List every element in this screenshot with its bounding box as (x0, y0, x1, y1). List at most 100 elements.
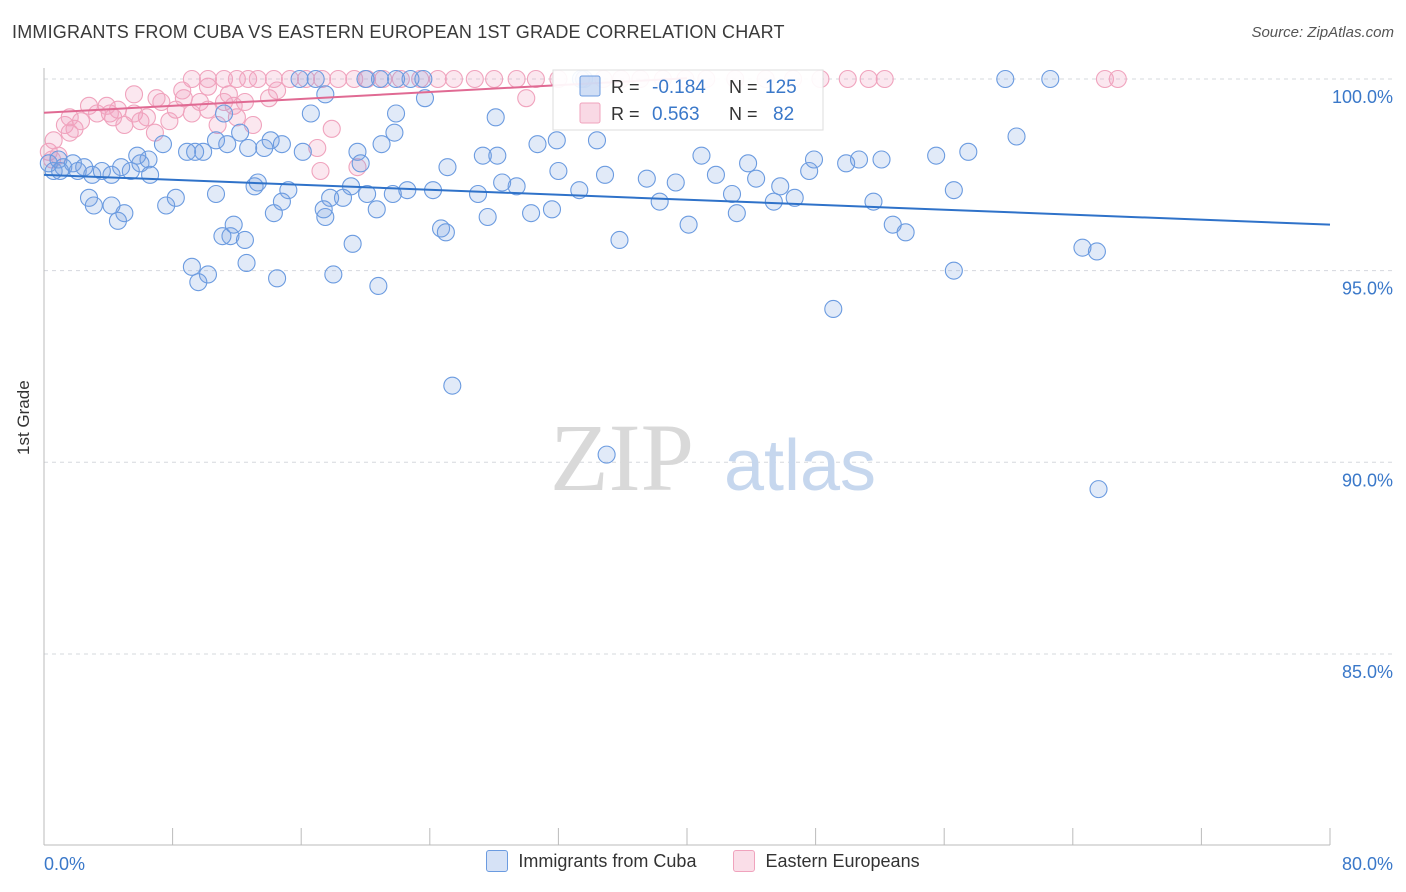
data-point-eastern-europeans (296, 69, 316, 89)
y-tick-label: 100.0% (1332, 87, 1393, 107)
legend-n-label-1: N = (729, 77, 758, 97)
data-point-eastern-europeans (838, 69, 857, 89)
data-point-eastern-europeans (1108, 69, 1127, 89)
data-point-immigrants-from-cuba (83, 165, 102, 184)
data-point-eastern-europeans (322, 119, 341, 138)
data-point-immigrants-from-cuba (800, 161, 819, 181)
data-point-immigrants-from-cuba (401, 69, 420, 89)
data-point-immigrants-from-cuba (385, 123, 404, 142)
data-point-eastern-europeans (264, 69, 283, 89)
legend-r-label-1: R = (611, 77, 640, 97)
data-point-immigrants-from-cuba (650, 192, 669, 211)
data-point-eastern-europeans (507, 69, 526, 89)
legend-swatch-eastern (733, 850, 756, 872)
data-point-immigrants-from-cuba (587, 131, 607, 150)
data-point-immigrants-from-cuba (108, 211, 127, 230)
data-point-immigrants-from-cuba (706, 165, 725, 184)
data-point-immigrants-from-cuba (218, 135, 237, 154)
grid-layer (44, 78, 1395, 655)
data-point-immigrants-from-cuba (182, 257, 201, 276)
data-point-immigrants-from-cuba (279, 181, 298, 200)
data-point-immigrants-from-cuba (121, 161, 140, 181)
data-point-immigrants-from-cuba (321, 188, 340, 207)
data-point-immigrants-from-cuba (849, 150, 869, 169)
data-point-immigrants-from-cuba (944, 261, 963, 280)
data-point-immigrants-from-cuba (493, 173, 512, 192)
y-axis-label: 1st Grade (14, 380, 33, 455)
data-point-immigrants-from-cuba (507, 177, 526, 196)
data-point-eastern-europeans (147, 89, 166, 108)
data-point-eastern-europeans (60, 108, 79, 127)
data-point-immigrants-from-cuba (141, 165, 160, 184)
data-point-immigrants-from-cuba (157, 196, 176, 215)
data-point-eastern-europeans (71, 112, 91, 131)
data-point-eastern-europeans (182, 69, 201, 89)
data-point-immigrants-from-cuba (153, 135, 173, 154)
data-point-immigrants-from-cuba (301, 104, 320, 123)
data-point-immigrants-from-cuba (804, 150, 824, 169)
data-point-immigrants-from-cuba (679, 215, 698, 234)
data-point-immigrants-from-cuba (372, 135, 391, 154)
data-point-immigrants-from-cuba (206, 184, 226, 204)
data-point-immigrants-from-cuba (1087, 242, 1106, 261)
data-point-eastern-europeans (329, 69, 348, 89)
data-point-immigrants-from-cuba (383, 184, 402, 204)
y-tick-label: 85.0% (1342, 662, 1393, 682)
data-point-immigrants-from-cuba (128, 146, 147, 165)
data-point-eastern-europeans (104, 108, 123, 127)
data-point-immigrants-from-cuba (84, 196, 103, 215)
data-point-immigrants-from-cuba (324, 265, 343, 284)
data-point-immigrants-from-cuba (522, 204, 541, 223)
data-point-immigrants-from-cuba (370, 69, 390, 89)
tick-labels: 100.0% 95.0% 90.0% 85.0% 0.0% 80.0% (44, 87, 1393, 874)
data-point-immigrants-from-cuba (351, 154, 370, 173)
data-point-immigrants-from-cuba (443, 376, 462, 395)
data-point-immigrants-from-cuba (272, 192, 291, 211)
data-point-eastern-europeans (517, 89, 536, 108)
data-point-eastern-europeans (219, 85, 238, 104)
data-point-immigrants-from-cuba (333, 188, 353, 207)
data-point-eastern-europeans (198, 77, 218, 96)
data-point-eastern-europeans (214, 69, 234, 89)
data-point-immigrants-from-cuba (436, 223, 455, 242)
data-point-immigrants-from-cuba (255, 138, 274, 158)
watermark-atlas: atlas (724, 426, 876, 506)
data-point-immigrants-from-cuba (386, 69, 406, 89)
data-point-immigrants-from-cuba (996, 69, 1015, 89)
data-point-immigrants-from-cuba (595, 165, 615, 184)
data-point-immigrants-from-cuba (666, 173, 685, 192)
data-point-immigrants-from-cuba (547, 131, 566, 150)
data-point-immigrants-from-cuba (358, 184, 377, 204)
data-point-immigrants-from-cuba (959, 142, 978, 161)
legend-swatch-pink (579, 102, 601, 124)
y-tick-label: 90.0% (1342, 470, 1393, 490)
data-point-immigrants-from-cuba (231, 123, 250, 142)
data-point-immigrants-from-cuba (213, 227, 232, 246)
data-point-immigrants-from-cuba (272, 135, 291, 154)
data-point-immigrants-from-cuba (348, 142, 367, 161)
data-point-immigrants-from-cuba (727, 204, 746, 223)
data-point-immigrants-from-cuba (261, 131, 280, 150)
trend-line-cuba (43, 173, 1331, 226)
data-point-immigrants-from-cuba (367, 200, 386, 219)
data-point-eastern-europeans (428, 69, 447, 89)
source-label: Source: ZipAtlas.com (1251, 24, 1394, 41)
data-point-immigrants-from-cuba (528, 135, 547, 154)
data-point-eastern-europeans (198, 69, 218, 89)
chart-title: IMMIGRANTS FROM CUBA VS EASTERN EUROPEAN… (12, 22, 785, 42)
data-point-eastern-europeans (313, 69, 332, 89)
data-point-immigrants-from-cuba (186, 142, 205, 161)
data-point-immigrants-from-cuba (415, 89, 435, 108)
data-point-immigrants-from-cuba (1007, 127, 1026, 146)
legend-r-value-1: -0.184 (652, 77, 706, 98)
data-point-eastern-europeans (465, 69, 484, 89)
series-immigrants-from-cuba (39, 69, 1108, 499)
data-point-immigrants-from-cuba (166, 188, 185, 207)
y-tick-label: 95.0% (1342, 279, 1393, 299)
data-point-eastern-europeans (311, 161, 330, 181)
data-point-eastern-europeans (485, 69, 504, 89)
legend-n-label-2: N = (729, 104, 758, 124)
data-point-eastern-europeans (208, 115, 227, 135)
legend-item-eastern: Eastern Europeans (733, 850, 920, 872)
data-point-immigrants-from-cuba (316, 207, 335, 227)
